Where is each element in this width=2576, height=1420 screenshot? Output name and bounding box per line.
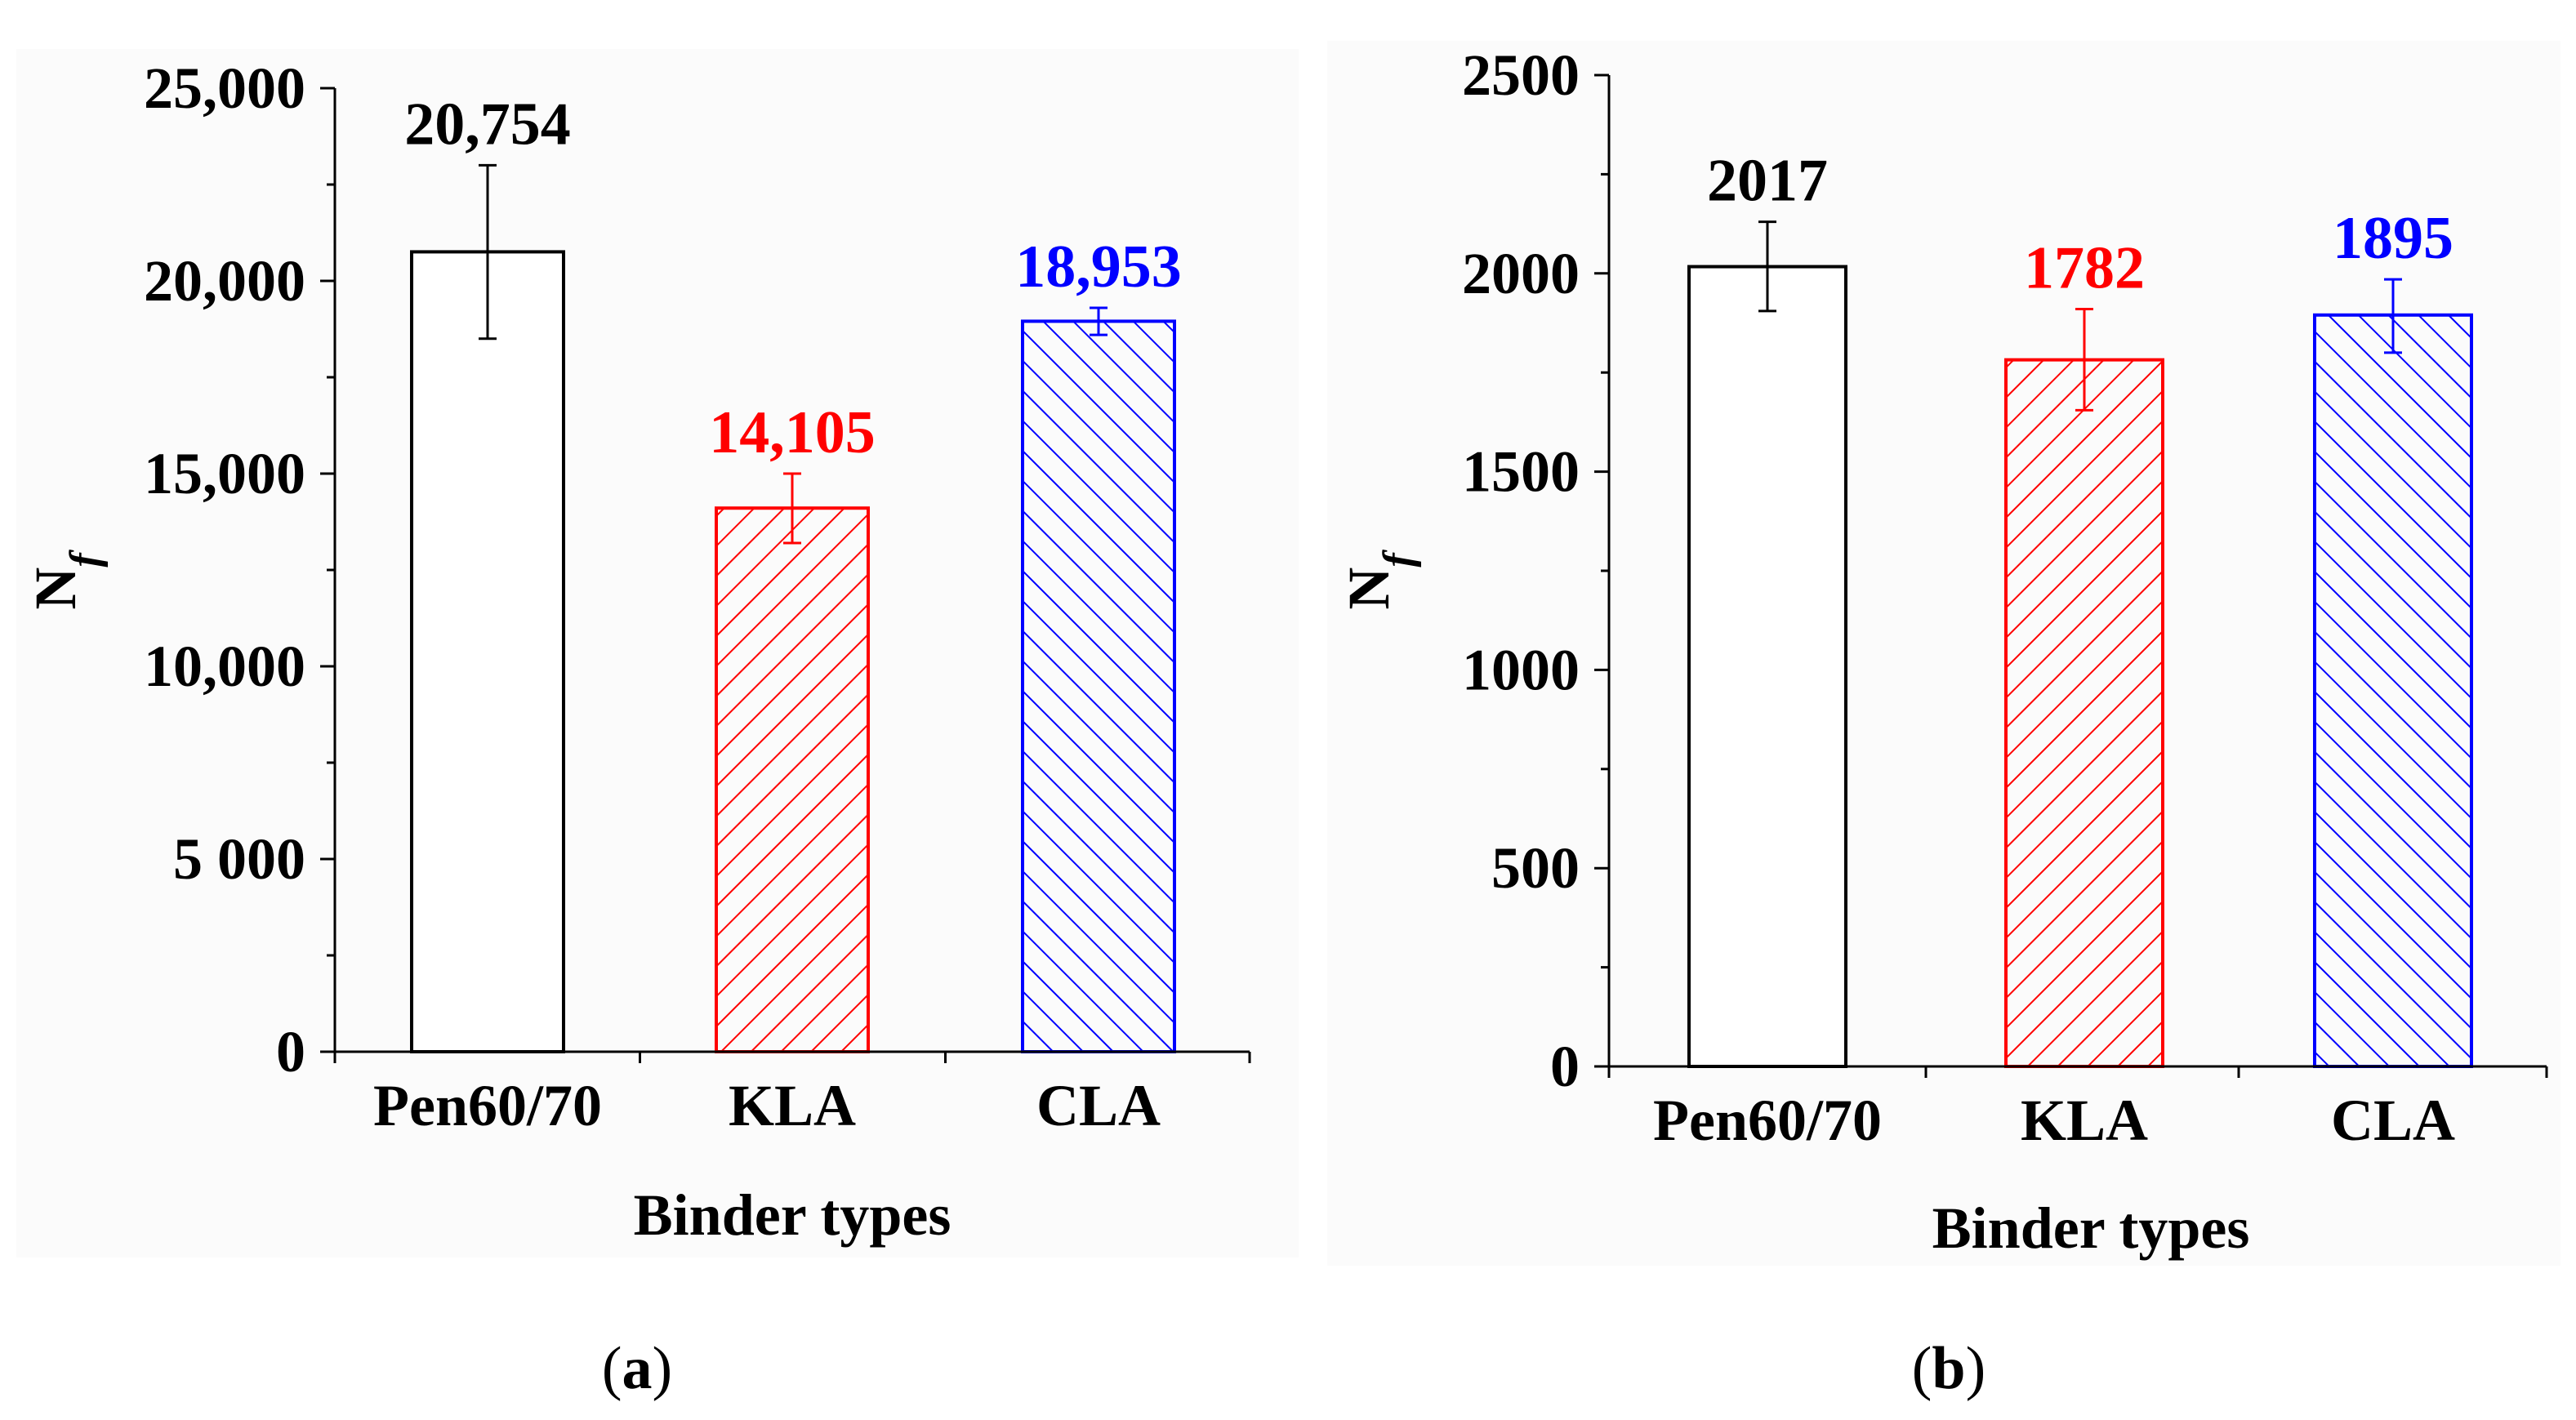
panel-a-bar-pen60-70 — [410, 250, 565, 1053]
panel-a-errorbars — [479, 163, 1108, 545]
panel-a-value-label-2: 18,953 — [1015, 234, 1182, 300]
panel-b-ytick-label-0: 0 — [1550, 1034, 1580, 1099]
panel-b-category-label-2: CLA — [2331, 1088, 2455, 1153]
panel-a-category-label-2: CLA — [1036, 1073, 1161, 1138]
panel-b-ytick-label-2: 1000 — [1462, 637, 1580, 702]
panel-b-errorbars — [1758, 220, 2402, 412]
panel-b-errorbar-2 — [2384, 278, 2402, 354]
panel-a-value-label-0: 20,754 — [404, 91, 571, 158]
panel-a-xlabel: Binder types — [634, 1182, 952, 1248]
panel-a-bar-kla — [715, 506, 870, 1053]
panel-b-value-labels: 2017 1782 1895 — [1707, 148, 2453, 302]
panel-a-caption: (a) — [602, 1335, 672, 1402]
panel-a-ytick-label-2: 10,000 — [144, 634, 305, 699]
panel-a-category-label-1: KLA — [729, 1073, 856, 1138]
panel-a: 0 5 000 10,000 15,000 20,000 25,000 Pen60/70 K… — [16, 49, 1299, 1258]
panel-b-value-label-0: 2017 — [1707, 148, 1828, 215]
panel-a-ytick-label-5: 25,000 — [144, 56, 305, 121]
panel-a-errorbar-2 — [1090, 306, 1108, 336]
panel-b-bar-cla — [2313, 313, 2473, 1068]
panel-b-yticklabels: 0 500 1000 1500 2000 2500 — [1462, 42, 1580, 1099]
panel-b-category-label-1: KLA — [2021, 1088, 2148, 1153]
panel-b-errorbar-0 — [1758, 220, 1776, 313]
panel-a-errorbar-0 — [479, 163, 497, 341]
panel-a-ytick-label-3: 15,000 — [144, 441, 305, 506]
panel-b-bars — [1687, 265, 2473, 1068]
panel-b-ytick-label-1: 500 — [1491, 835, 1580, 901]
panel-b-bar-kla — [2004, 358, 2164, 1068]
panel-a-errorbar-1 — [783, 472, 801, 545]
panel-b-value-label-1: 1782 — [2024, 235, 2145, 302]
panel-b-ytick-label-4: 2000 — [1462, 241, 1580, 306]
panel-a-value-label-1: 14,105 — [709, 399, 876, 466]
panel-b-value-label-2: 1895 — [2333, 205, 2453, 272]
panel-b-bar-pen60-70 — [1687, 265, 1847, 1068]
panel-a-ytick-label-0: 0 — [276, 1019, 305, 1084]
panel-a-value-labels: 20,754 14,105 18,953 — [404, 91, 1182, 466]
panel-a-ylabel: Nf — [23, 550, 109, 610]
panel-a-yticklabels: 0 5 000 10,000 15,000 20,000 25,000 — [144, 56, 305, 1084]
panel-a-xticklabels: Pen60/70 KLA CLA — [373, 1073, 1161, 1138]
panel-a-ytick-label-4: 20,000 — [144, 248, 305, 314]
panel-b-xlabel: Binder types — [1932, 1195, 2250, 1261]
panel-a-bar-cla — [1021, 319, 1176, 1053]
panel-a-axes — [320, 87, 1251, 1063]
panel-b-ytick-label-3: 1500 — [1462, 439, 1580, 505]
panel-b: 0 500 1000 1500 2000 2500 Pen60/70 KLA CLA 2017… — [1327, 41, 2560, 1266]
panel-a-bars — [410, 250, 1176, 1053]
panel-b-xticklabels: Pen60/70 KLA CLA — [1653, 1088, 2455, 1153]
panel-b-caption: (b) — [1912, 1335, 1985, 1402]
panel-b-axes — [1594, 73, 2548, 1078]
panel-b-errorbar-1 — [2075, 308, 2093, 412]
panel-a-category-label-0: Pen60/70 — [373, 1073, 602, 1138]
panel-a-ytick-label-1: 5 000 — [173, 826, 305, 892]
panel-b-ytick-label-5: 2500 — [1462, 42, 1580, 108]
panel-b-ylabel: Nf — [1336, 550, 1422, 610]
panel-b-category-label-0: Pen60/70 — [1653, 1088, 1882, 1153]
